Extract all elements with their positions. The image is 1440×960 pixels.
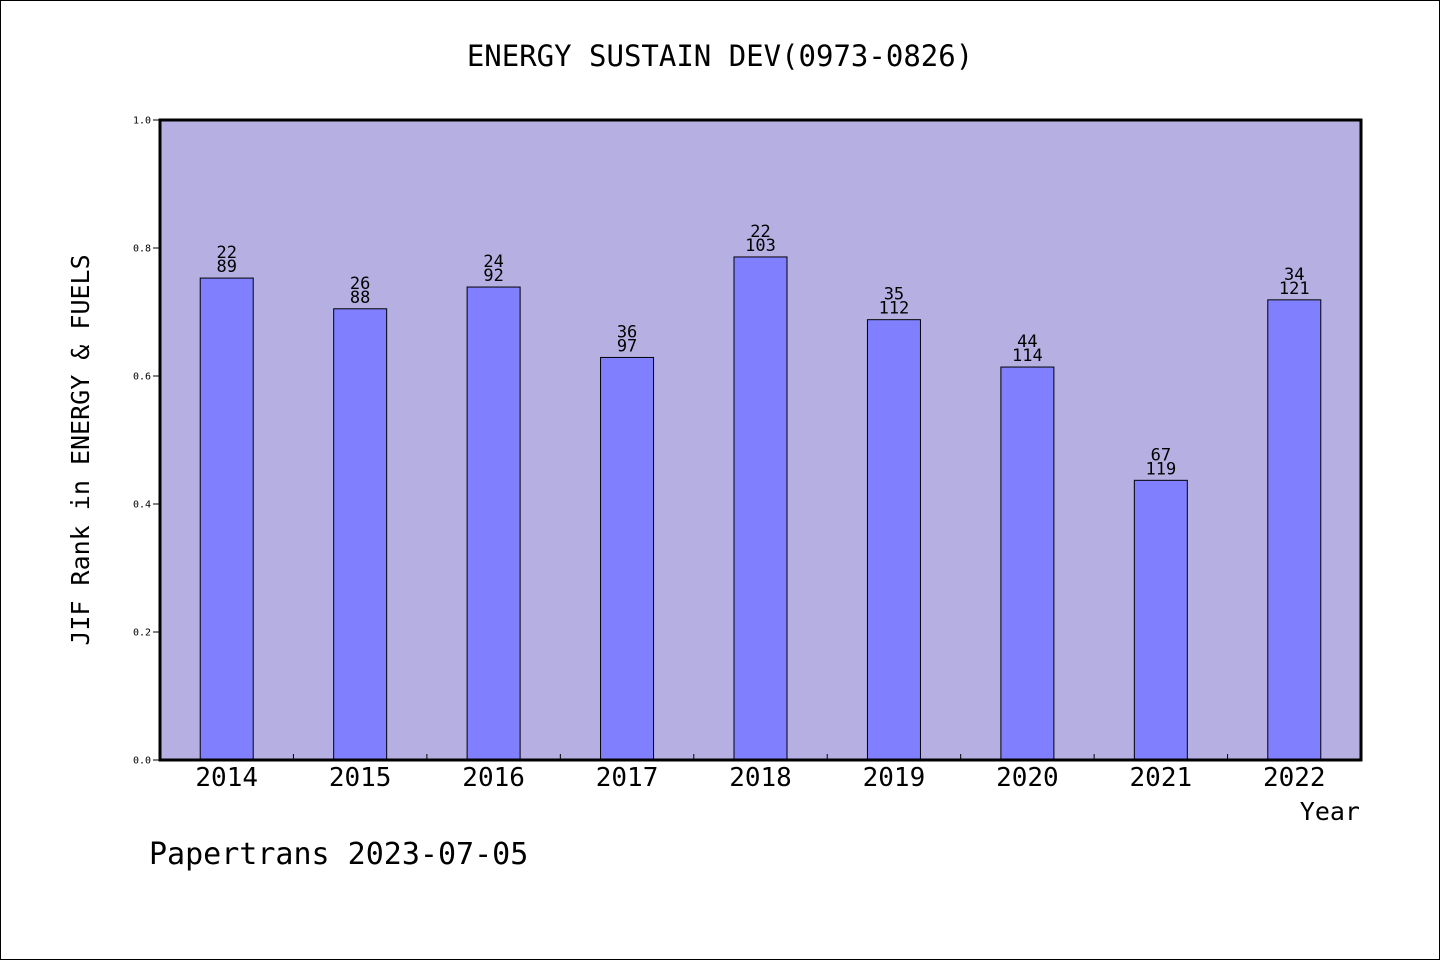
bar	[733, 256, 788, 761]
tick-group: 2014 2015 2016 2017 2018 2019 2020 2021 2022 0.0 0…	[133, 116, 1326, 794]
bar-rank-label: 22	[216, 243, 236, 263]
bar-total-label: 114	[1012, 346, 1043, 366]
bar-rank-label: 34	[1284, 265, 1304, 285]
bar	[199, 277, 254, 761]
y-tick-label: 0.4	[133, 500, 151, 511]
bar-rank-label: 26	[350, 274, 370, 294]
bar-rank-label: 24	[483, 252, 503, 272]
bar-rank-label: 67	[1151, 445, 1171, 465]
x-tick-label: 2018	[729, 763, 792, 793]
bar-total-label: 112	[879, 299, 910, 319]
bar-total-label: 97	[617, 336, 637, 356]
y-axis-label: JIF Rank in ENERGY & FUELS	[66, 254, 95, 645]
bar-group: 2289268824923697221033511244114671193412…	[199, 222, 1322, 761]
bar	[333, 308, 388, 761]
x-tick-label: 2020	[996, 763, 1059, 793]
bar	[1267, 299, 1322, 761]
bar	[1133, 479, 1188, 761]
plot-border	[158, 118, 1363, 762]
bar-total-label: 103	[745, 236, 776, 256]
bar-rank-label: 44	[1017, 332, 1037, 352]
x-axis-label: Year	[1300, 797, 1360, 826]
bar-total-label: 92	[483, 266, 503, 286]
y-tick-label: 1.0	[133, 116, 151, 127]
x-tick-label: 2022	[1263, 763, 1326, 793]
x-tick-label: 2017	[596, 763, 659, 793]
bar-rank-label: 35	[884, 285, 904, 305]
bar-rank-label: 36	[617, 322, 637, 342]
bar	[466, 286, 521, 761]
x-tick-label: 2019	[863, 763, 926, 793]
bar-total-label: 121	[1279, 279, 1310, 299]
footer-credit: Papertrans 2023-07-05	[149, 837, 528, 872]
x-tick-label: 2015	[329, 763, 392, 793]
x-tick-label: 2021	[1130, 763, 1193, 793]
y-tick-label: 0.6	[133, 372, 151, 383]
chart-title: ENERGY SUSTAIN DEV(0973-0826)	[467, 39, 973, 73]
bar	[600, 356, 655, 761]
x-tick-label: 2014	[195, 763, 258, 793]
y-tick-label: 0.2	[133, 628, 151, 639]
x-tick-label: 2016	[462, 763, 525, 793]
y-tick-label: 0.8	[133, 244, 151, 255]
bar-rank-label: 22	[750, 222, 770, 242]
bar-total-label: 119	[1145, 459, 1176, 479]
bar-total-label: 88	[350, 288, 370, 308]
bar	[1000, 366, 1055, 761]
bar	[866, 319, 921, 761]
bar-total-label: 89	[216, 257, 236, 277]
y-tick-label: 0.0	[133, 756, 151, 767]
